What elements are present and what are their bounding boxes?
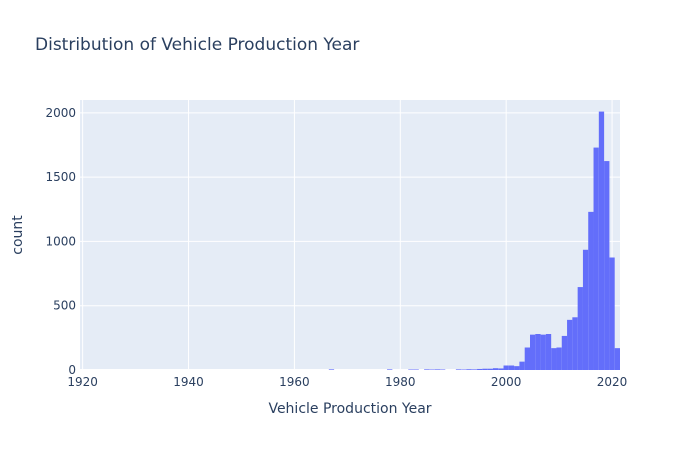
- x-tick-label: 1980: [385, 375, 416, 389]
- histogram-bar: [598, 111, 605, 371]
- histogram-bar: [498, 368, 504, 370]
- histogram-bar: [551, 348, 557, 370]
- histogram-bar: [471, 369, 478, 370]
- histogram-bar: [477, 368, 483, 370]
- histogram-bar: [535, 334, 541, 370]
- histogram-bar: [540, 334, 546, 370]
- histogram-bar: [387, 369, 393, 370]
- histogram-bar: [577, 287, 583, 370]
- histogram-bar: [487, 368, 493, 370]
- x-tick-label: 1960: [279, 375, 310, 389]
- histogram-bar: [482, 368, 488, 370]
- y-tick-label: 2000: [45, 106, 76, 120]
- histogram-bar: [492, 368, 499, 370]
- histogram-bar: [466, 369, 472, 370]
- x-axis-title: Vehicle Production Year: [268, 401, 431, 417]
- histogram-bar: [582, 249, 589, 370]
- y-tick-label: 500: [53, 299, 76, 313]
- y-axis-title: count: [10, 215, 26, 255]
- x-tick-label: 1940: [173, 375, 204, 389]
- histogram-bar: [429, 369, 435, 370]
- histogram-bar: [508, 365, 515, 370]
- histogram-bar: [556, 347, 562, 370]
- histogram-bar: [514, 366, 520, 370]
- histogram-bar: [572, 317, 578, 370]
- histogram-bar: [408, 369, 414, 370]
- chart-title: Distribution of Vehicle Production Year: [35, 35, 359, 55]
- y-tick-label: 0: [68, 363, 76, 377]
- histogram-bar: [434, 369, 440, 370]
- histogram-bar: [413, 369, 419, 370]
- histogram-bar: [524, 347, 530, 370]
- plot-area: [80, 100, 620, 370]
- histogram-bar: [604, 161, 610, 370]
- histogram-bar: [588, 211, 594, 370]
- histogram-bar: [503, 365, 509, 370]
- y-tick-label: 1500: [45, 170, 76, 184]
- x-tick-label: 2000: [491, 375, 522, 389]
- histogram-bar: [461, 369, 467, 370]
- histogram-bar: [424, 369, 430, 370]
- histogram-bar: [614, 348, 620, 370]
- y-tick-label: 1000: [45, 234, 76, 248]
- histogram-bar: [440, 369, 446, 370]
- histogram-bar: [328, 369, 335, 370]
- x-tick-label: 2020: [597, 375, 628, 389]
- histogram-bar: [609, 257, 615, 370]
- histogram-bar: [530, 334, 536, 370]
- histogram-bar: [519, 361, 525, 370]
- x-tick-label: 1920: [67, 375, 98, 389]
- histogram-bar: [455, 369, 462, 370]
- histogram-bar: [561, 335, 568, 370]
- histogram-bar: [567, 319, 573, 370]
- histogram-bar: [593, 147, 599, 370]
- histogram-bar: [545, 334, 552, 370]
